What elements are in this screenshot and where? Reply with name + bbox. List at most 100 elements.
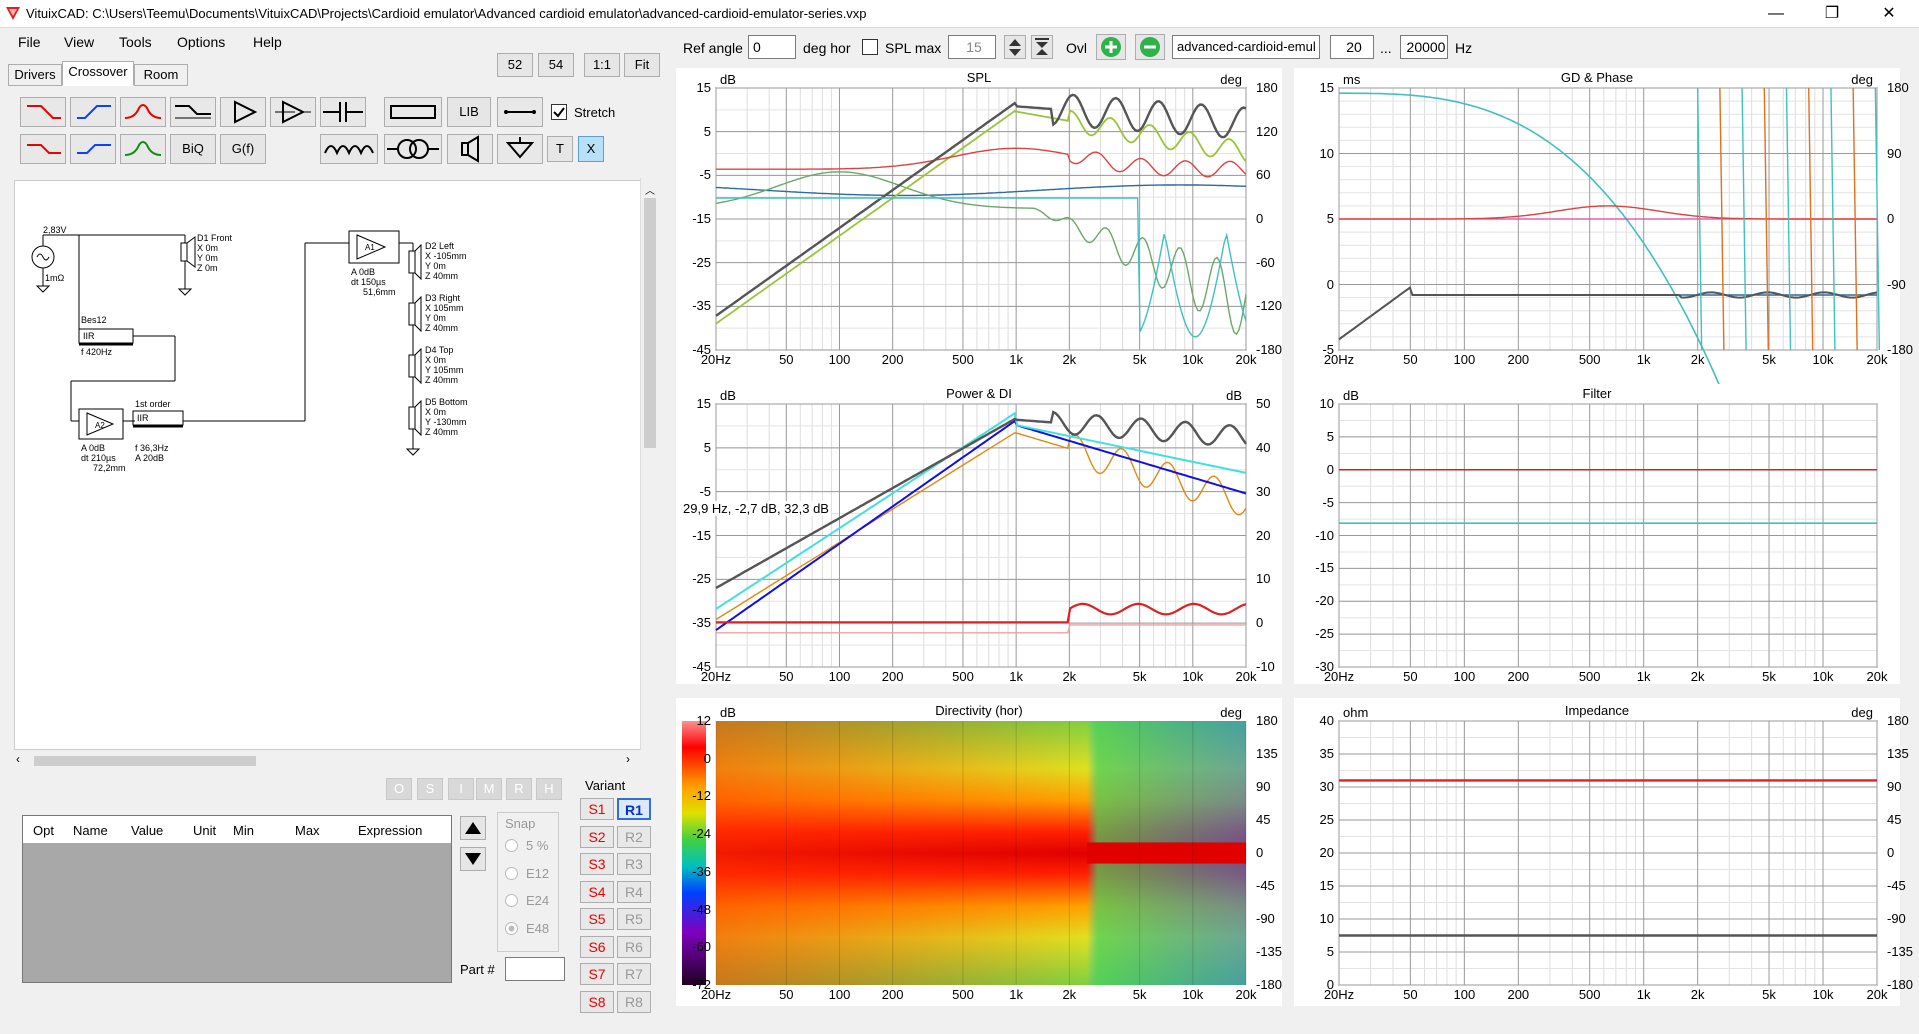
zoom-54-button[interactable]: 54 (538, 53, 574, 77)
snap-e48-radio[interactable]: E48 (505, 921, 549, 936)
vscroll-thumb[interactable] (644, 198, 656, 448)
gd-plot[interactable] (1294, 68, 1900, 393)
move-up-button[interactable] (460, 816, 486, 840)
hscroll-thumb[interactable] (34, 756, 256, 766)
scroll-right-icon[interactable]: › (626, 752, 630, 766)
variant-s6-button[interactable]: S6 (580, 935, 614, 958)
variant-s4-button[interactable]: S4 (580, 880, 614, 903)
transformer-tool[interactable] (384, 134, 442, 164)
variant-s5-button[interactable]: S5 (580, 908, 614, 930)
tab-crossover[interactable]: Crossover (62, 61, 134, 86)
buffer-tool[interactable] (220, 97, 266, 127)
zoom-1to1-button[interactable]: 1:1 (584, 53, 620, 77)
a1-params[interactable]: A 0dB dt 150µs 51,6mm (351, 267, 396, 297)
directivity-plot[interactable] (676, 698, 1282, 1006)
menu-view[interactable]: View (64, 34, 95, 50)
parameter-table[interactable]: Opt Name Value Unit Min Max Expression (22, 815, 452, 983)
d2-label[interactable]: D2 Left X -105mm Y 0m Z 40mm (425, 241, 467, 281)
d3-label[interactable]: D3 Right X 105mm Y 0m Z 40mm (425, 293, 464, 333)
snap-e24-radio[interactable]: E24 (505, 893, 549, 908)
restore-button[interactable]: ❐ (1824, 5, 1840, 22)
filter-panel[interactable]: Filter 10 5 0 -5 -10 -15 -20 -25 -30 dB 20Hz 50 100 20… (1294, 384, 1900, 684)
spl-panel[interactable]: SPL 15 5 -5 -15 -25 -35 -45 dB 180 120 60 0 -60 -120 -1… (676, 68, 1282, 393)
menu-file[interactable]: File (18, 34, 41, 50)
ref-angle-input[interactable]: 0 (748, 35, 796, 59)
snap-e12-radio[interactable]: E12 (505, 866, 549, 881)
inductor-tool[interactable] (320, 134, 378, 164)
col-opt[interactable]: Opt (33, 823, 54, 838)
a2-params[interactable]: A 0dB dt 210µs 72,2mm (81, 443, 126, 473)
variant-s7-button[interactable]: S7 (580, 963, 614, 985)
bandpass-red-tool[interactable] (120, 97, 166, 127)
freq-max-input[interactable]: 20000 (1400, 35, 1448, 59)
variant-r8-button[interactable]: R8 (617, 990, 651, 1013)
power-plot[interactable] (676, 384, 1282, 684)
variant-r6-button[interactable]: R6 (617, 935, 651, 958)
variant-r4-button[interactable]: R4 (617, 880, 651, 903)
tab-drivers[interactable]: Drivers (8, 64, 62, 86)
lowpass2-red-tool[interactable] (20, 134, 66, 164)
spl-max-input[interactable]: 15 (948, 35, 996, 59)
spl-plot[interactable] (676, 68, 1282, 393)
d1-label[interactable]: D1 Front X 0m Y 0m Z 0m (197, 233, 233, 273)
spl-max-checkbox[interactable] (862, 39, 878, 55)
text-button[interactable]: T (547, 136, 573, 162)
variant-s2-button[interactable]: S2 (580, 825, 614, 848)
variant-r2-button[interactable]: R2 (617, 825, 651, 848)
first-order-label[interactable]: 1st order (135, 399, 171, 409)
spl-spin-button[interactable] (1004, 35, 1026, 59)
scroll-up-icon[interactable]: ︿ (645, 186, 655, 197)
wire-tool[interactable] (497, 97, 543, 127)
menu-tools[interactable]: Tools (119, 34, 152, 50)
scroll-left-icon[interactable]: ‹ (16, 752, 20, 766)
overlay-name-input[interactable]: advanced-cardioid-emul (1172, 35, 1320, 59)
schematic-hscroll[interactable]: ‹ › (14, 752, 642, 770)
stretch-checkbox[interactable] (551, 104, 567, 120)
overlay-remove-button[interactable] (1135, 34, 1165, 60)
tab-room[interactable]: Room (134, 64, 188, 86)
spl-reset-button[interactable] (1031, 35, 1053, 59)
gf-button[interactable]: G(f) (220, 134, 266, 164)
minimize-button[interactable]: — (1768, 5, 1784, 22)
lowpass-red-tool[interactable] (20, 97, 66, 127)
bandpass-green-tool[interactable] (120, 134, 166, 164)
power-panel[interactable]: Power & DI 15 5 -5 -15 -25 -35 -45 dB 50 40 30 20 10 0… (676, 384, 1282, 684)
shelf-tool[interactable] (170, 97, 216, 127)
overlay-add-button[interactable] (1096, 34, 1126, 60)
variant-s3-button[interactable]: S3 (580, 853, 614, 875)
col-min[interactable]: Min (233, 823, 254, 838)
col-expression[interactable]: Expression (358, 823, 423, 838)
variant-r7-button[interactable]: R7 (617, 963, 651, 985)
opt-i-button[interactable]: I (448, 778, 474, 800)
capacitor-tool[interactable] (320, 97, 366, 127)
ground-tool[interactable] (497, 134, 543, 164)
gd-panel[interactable]: GD & Phase 15 10 5 0 -5 ms 180 90 0 -90 -180 deg 20Hz… (1294, 68, 1913, 393)
opt-m-button[interactable]: M (476, 778, 502, 800)
part-number-input[interactable] (505, 957, 565, 981)
col-value[interactable]: Value (131, 823, 164, 838)
menu-help[interactable]: Help (253, 34, 282, 50)
filter-plot[interactable] (1294, 384, 1900, 684)
opt-r-button[interactable]: R (506, 778, 532, 800)
col-name[interactable]: Name (73, 823, 108, 838)
zoom-52-button[interactable]: 52 (497, 53, 533, 77)
d5-label[interactable]: D5 Bottom X 0m Y -130mm Z 40mm (425, 397, 468, 437)
biquad-button[interactable]: BiQ (170, 134, 216, 164)
variant-s1-button[interactable]: S1 (580, 798, 614, 820)
x-button[interactable]: X (578, 136, 604, 162)
freq-min-input[interactable]: 20 (1330, 35, 1374, 59)
highpass2-blue-tool[interactable] (70, 134, 116, 164)
opt-s-button[interactable]: S (417, 778, 443, 800)
col-max[interactable]: Max (295, 823, 320, 838)
variant-r1-button[interactable]: R1 (617, 798, 651, 820)
opt-h-button[interactable]: H (536, 778, 562, 800)
variant-r5-button[interactable]: R5 (617, 908, 651, 930)
col-unit[interactable]: Unit (193, 823, 217, 838)
amplifier-tool[interactable] (270, 97, 316, 127)
highpass-blue-tool[interactable] (70, 97, 116, 127)
bes12-label[interactable]: Bes12 (81, 315, 107, 325)
zoom-fit-button[interactable]: Fit (624, 53, 660, 77)
close-button[interactable]: ✕ (1882, 5, 1896, 22)
move-down-button[interactable] (460, 847, 486, 871)
variant-r3-button[interactable]: R3 (617, 853, 651, 875)
